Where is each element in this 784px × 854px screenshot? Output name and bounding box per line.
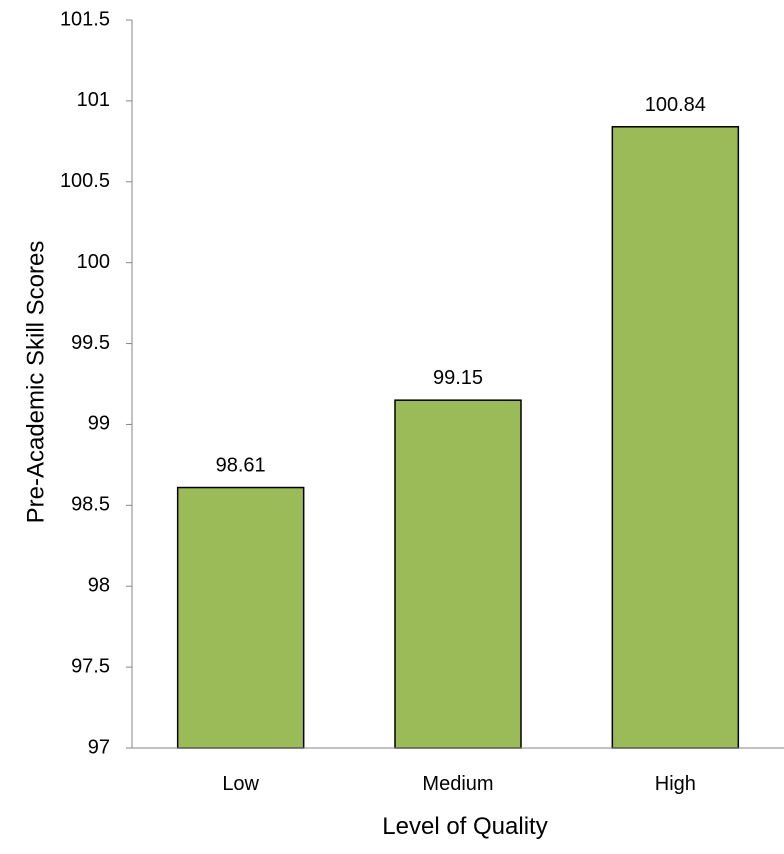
y-tick-label: 99 [88,413,110,435]
y-tick-label: 101 [77,89,110,111]
y-tick-label: 98 [88,575,110,597]
data-label-medium: 99.15 [433,367,483,389]
data-label-low: 98.61 [216,455,266,477]
x-ticks-group: Low Medium High [222,773,696,795]
x-tick-label-medium: Medium [422,773,493,795]
y-tick-label: 97 [88,736,110,758]
data-labels-group: 98.61 99.15 100.84 [216,94,706,477]
data-label-high: 100.84 [645,94,706,116]
y-tick-label: 100.5 [60,170,110,192]
bar-medium [394,399,522,749]
y-ticks-group: 97 97.5 98 98.5 99 99.5 100 100.5 101 101.5 [60,8,132,758]
y-tick-label: 99.5 [71,332,110,354]
x-axis-title: Level of Quality [382,813,547,840]
y-tick-label: 97.5 [71,655,110,677]
y-axis-title: Pre-Academic Skill Scores [22,241,49,524]
y-tick-label: 101.5 [60,8,110,30]
x-tick-label-low: Low [222,773,259,795]
y-tick-label: 100 [77,251,110,273]
bars-group [176,126,740,749]
x-tick-label-high: High [655,773,696,795]
y-tick-label: 98.5 [71,494,110,516]
bar-high [611,126,740,749]
bar-low [176,486,305,749]
